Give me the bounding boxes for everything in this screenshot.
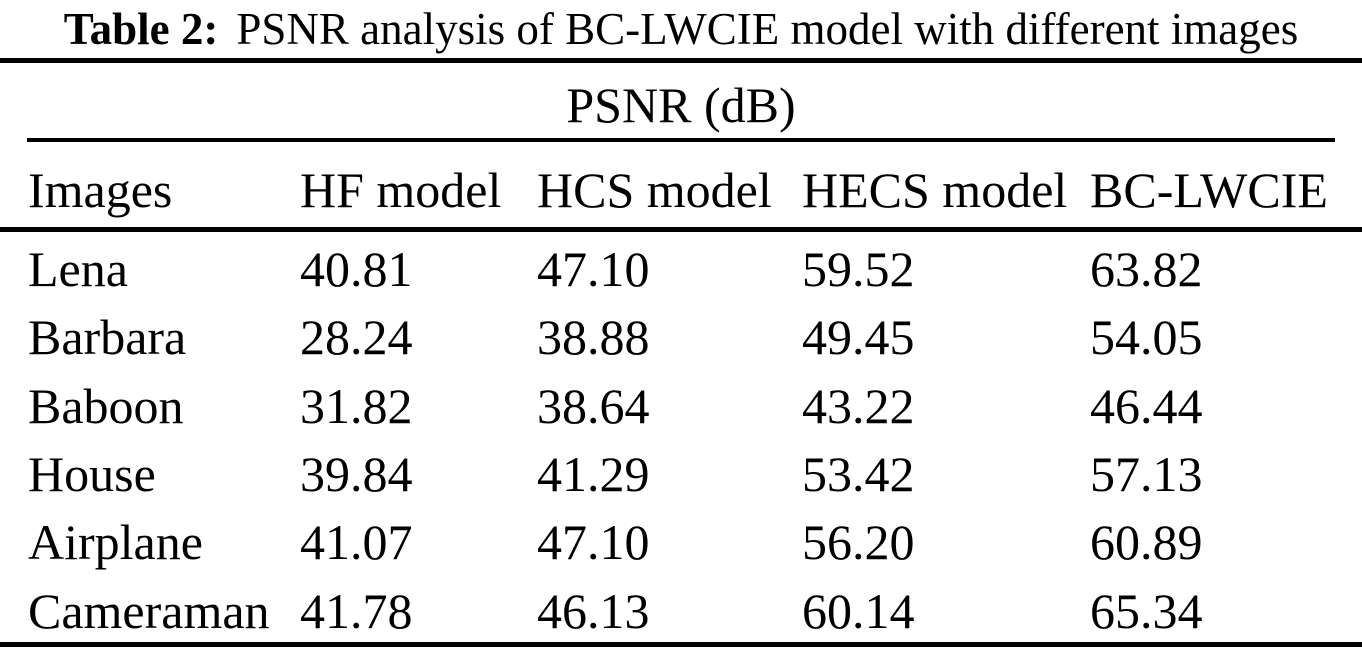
table-body: Lena 40.81 47.10 59.52 63.82 Barbara 28.…	[0, 232, 1362, 642]
top-rule	[0, 58, 1362, 63]
row-label: Baboon	[28, 377, 184, 434]
cell-value: 65.34	[1090, 582, 1203, 639]
table-caption: Table 2: PSNR analysis of BC-LWCIE model…	[0, 0, 1362, 58]
column-header-row: Images HF model HCS model HECS model BC-…	[0, 142, 1362, 227]
cell-value: 63.82	[1090, 241, 1203, 298]
group-header-psnr: PSNR (dB)	[566, 76, 796, 133]
cell-value: 46.13	[537, 582, 650, 639]
bottom-rule	[0, 642, 1362, 647]
cell-value: 40.81	[300, 241, 413, 298]
column-header-hf-model: HF model	[300, 161, 502, 218]
caption-label: Table 2:	[63, 4, 219, 54]
cell-value: 59.52	[802, 241, 915, 298]
cell-value: 49.45	[802, 309, 915, 366]
table-row-airplane: Airplane 41.07 47.10 56.20 60.89	[0, 505, 1362, 573]
cell-value: 28.24	[300, 309, 413, 366]
group-header-row: PSNR (dB)	[0, 63, 1362, 138]
cell-value: 46.44	[1090, 377, 1203, 434]
table-row-cameraman: Cameraman 41.78 46.13 60.14 65.34	[0, 574, 1362, 642]
table-row-house: House 39.84 41.29 53.42 57.13	[0, 437, 1362, 505]
cell-value: 43.22	[802, 377, 915, 434]
cell-value: 38.88	[537, 309, 650, 366]
column-header-bc-lwcie: BC-LWCIE	[1090, 161, 1328, 218]
cell-value: 39.84	[300, 446, 413, 503]
cell-value: 54.05	[1090, 309, 1203, 366]
cell-value: 47.10	[537, 514, 650, 571]
column-header-images: Images	[28, 161, 173, 218]
cell-value: 53.42	[802, 446, 915, 503]
table-row-barbara: Barbara 28.24 38.88 49.45 54.05	[0, 300, 1362, 368]
column-header-hcs-model: HCS model	[537, 161, 772, 218]
table-row-baboon: Baboon 31.82 38.64 43.22 46.44	[0, 369, 1362, 437]
cell-value: 41.29	[537, 446, 650, 503]
cell-value: 60.14	[802, 582, 915, 639]
cell-value: 56.20	[802, 514, 915, 571]
table-row-lena: Lena 40.81 47.10 59.52 63.82	[0, 232, 1362, 300]
cell-value: 31.82	[300, 377, 413, 434]
cell-value: 57.13	[1090, 446, 1203, 503]
cell-value: 60.89	[1090, 514, 1203, 571]
column-header-hecs-model: HECS model	[802, 161, 1068, 218]
caption-text: PSNR analysis of BC-LWCIE model with dif…	[236, 4, 1299, 54]
row-label: Lena	[28, 241, 128, 298]
cell-value: 38.64	[537, 377, 650, 434]
group-header-rule	[27, 138, 1335, 142]
cell-value: 47.10	[537, 241, 650, 298]
cell-value: 41.07	[300, 514, 413, 571]
row-label: Airplane	[28, 514, 203, 571]
row-label: House	[28, 446, 156, 503]
row-label: Cameraman	[28, 582, 270, 639]
row-label: Barbara	[28, 309, 187, 366]
header-rule	[0, 227, 1362, 232]
cell-value: 41.78	[300, 582, 413, 639]
